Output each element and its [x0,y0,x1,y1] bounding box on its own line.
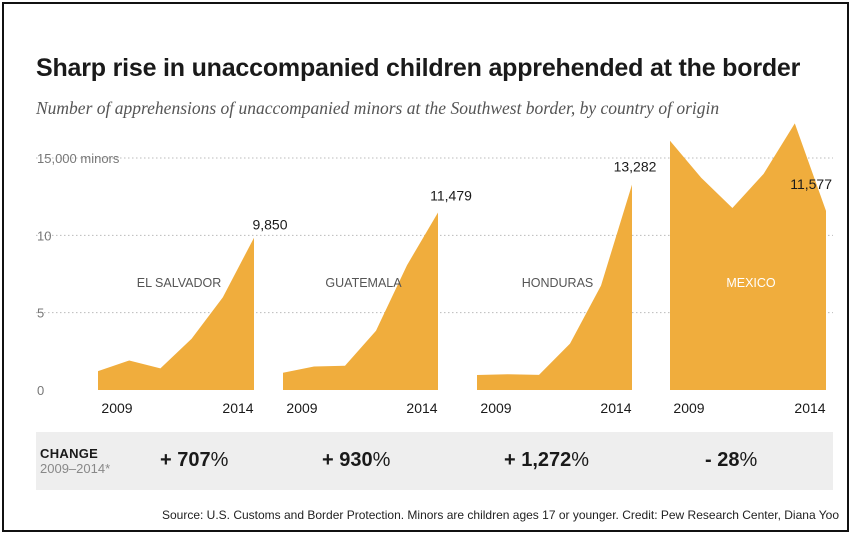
x-tick-label: 2009 [673,400,704,416]
x-tick-label: 2014 [222,400,253,416]
change-percent-sign: % [739,449,758,471]
source-note: Source: U.S. Customs and Border Protecti… [161,508,839,522]
change-value-el-salvador: + 707% [160,449,228,472]
series-label: GUATEMALA [325,276,402,290]
chart-subtitle: Number of apprehensions of unaccompanied… [36,98,720,118]
x-tick-label: 2014 [600,400,631,416]
data-label: 9,850 [252,217,287,233]
change-period: 2009–2014* [40,461,111,476]
x-tick-label: 2014 [794,400,825,416]
data-label: 11,479 [430,187,472,203]
area-honduras [477,184,632,390]
area-el-salvador [98,237,254,390]
area-mexico [670,123,826,391]
change-label: CHANGE [40,446,99,461]
y-tick-label: 0 [37,383,44,398]
series-label: HONDURAS [522,276,594,290]
data-label: 13,282 [614,159,657,175]
change-percent-sign: % [372,449,391,471]
x-tick-label: 2009 [480,400,511,416]
series-label: EL SALVADOR [137,276,222,290]
y-tick-label: 10 [37,228,51,243]
series-label: MEXICO [726,276,776,290]
change-percent-sign: % [571,449,590,471]
change-value-guatemala: + 930% [322,449,390,472]
data-label: 11,577 [790,176,832,192]
change-number: + 707 [160,449,211,471]
change-percent-sign: % [210,449,229,471]
change-number: + 930 [322,449,373,471]
change-band [36,432,833,490]
x-tick-label: 2014 [406,400,437,416]
chart-title: Sharp rise in unaccompanied children app… [36,54,801,82]
change-value-honduras: + 1,272% [504,449,589,472]
y-tick-label: 5 [37,306,44,321]
x-tick-label: 2009 [286,400,317,416]
x-tick-label: 2009 [101,400,132,416]
area-guatemala [283,212,438,390]
change-number: - 28 [705,449,740,471]
y-tick-label: 15,000 minors [37,151,120,166]
change-number: + 1,272 [504,449,572,471]
change-value-mexico: - 28% [705,449,757,472]
